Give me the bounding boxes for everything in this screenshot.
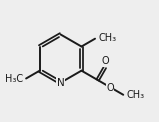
Text: CH₃: CH₃ — [98, 33, 116, 43]
Text: N: N — [57, 78, 64, 88]
Text: O: O — [107, 83, 114, 92]
Text: CH₃: CH₃ — [126, 90, 144, 100]
Text: H₃C: H₃C — [5, 74, 23, 84]
Text: O: O — [102, 56, 109, 66]
